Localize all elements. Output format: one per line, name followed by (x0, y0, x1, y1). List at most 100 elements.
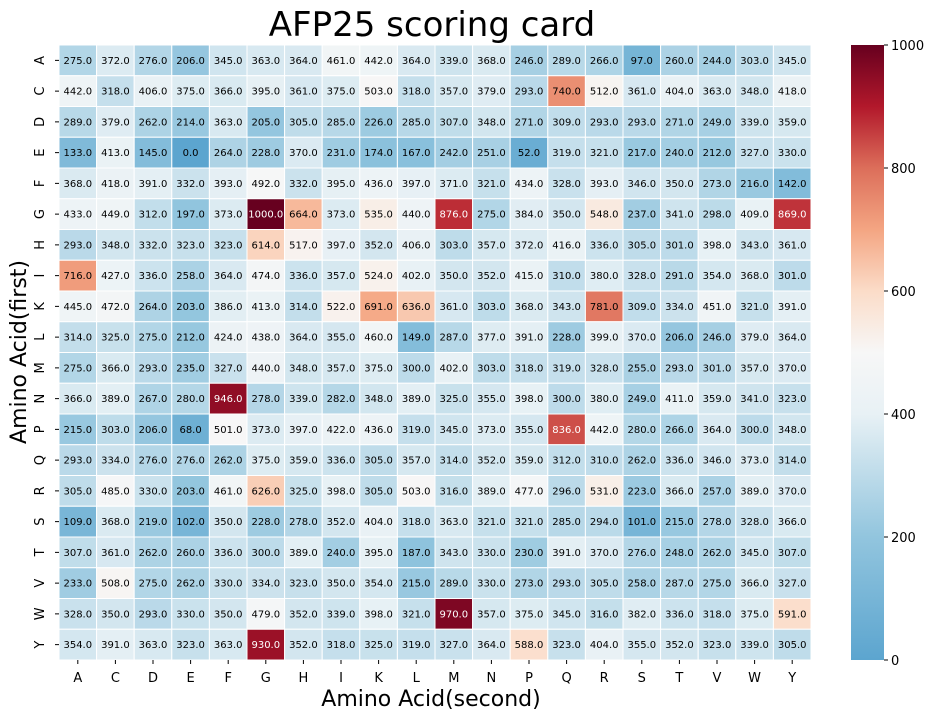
heatmap-cell (321, 598, 361, 630)
cell-value-label: 449.0 (101, 210, 130, 221)
cell-value-label: 301.0 (778, 271, 807, 282)
cell-value-label: 318.0 (101, 87, 130, 98)
cell-value-label: 312.0 (139, 210, 168, 221)
cell-value-label: 318.0 (402, 87, 431, 98)
heatmap-cell (735, 290, 774, 323)
cell-value-label: 354.0 (63, 640, 92, 651)
cell-value-label: 328.0 (740, 517, 769, 528)
cell-value-label: 233.0 (63, 579, 92, 590)
heatmap-cell (697, 352, 737, 384)
cell-value-label: 348.0 (778, 425, 807, 436)
heatmap-cell (359, 413, 398, 446)
cell-value-label: 296.0 (552, 486, 581, 497)
x-tick-label: E (186, 671, 194, 686)
cell-value-label: 836.0 (552, 425, 581, 436)
cell-value-label: 370.0 (778, 363, 807, 374)
cell-value-label: 273.0 (515, 579, 544, 590)
heatmap-cell (96, 352, 135, 384)
heatmap-cell (434, 229, 474, 261)
cell-value-label: 350.0 (439, 271, 468, 282)
cell-value-label: 301.0 (665, 240, 694, 251)
cell-value-label: 339.0 (740, 640, 769, 651)
heatmap-cell (396, 44, 436, 77)
heatmap-cell (321, 290, 361, 323)
cell-value-label: 215.0 (402, 579, 431, 590)
heatmap-cell (246, 106, 286, 138)
cell-value-label: 68.0 (179, 425, 201, 436)
cell-value-label: 361.0 (289, 87, 318, 98)
cell-value-label: 373.0 (327, 210, 356, 221)
y-tick-label: E (33, 149, 48, 157)
cell-value-label: 436.0 (364, 425, 393, 436)
cell-value-label: 197.0 (176, 210, 205, 221)
cell-value-label: 275.0 (139, 333, 168, 344)
cell-value-label: 350.0 (665, 179, 694, 190)
cell-value-label: 167.0 (402, 148, 431, 159)
cell-value-label: 445.0 (63, 302, 92, 313)
heatmap-cell (359, 75, 398, 107)
heatmap-cell (547, 382, 586, 415)
heatmap-cell (772, 352, 812, 384)
heatmap-cell (547, 106, 586, 138)
y-tick-label: V (33, 579, 48, 588)
cell-value-label: 205.0 (251, 117, 280, 128)
cell-value-label: 275.0 (63, 363, 92, 374)
cell-value-label: 102.0 (176, 517, 205, 528)
cell-value-label: 359.0 (703, 394, 732, 405)
cell-value-label: 330.0 (477, 579, 506, 590)
cell-value-label: 303.0 (101, 425, 130, 436)
x-tick-label: Y (787, 671, 796, 686)
heatmap-cell (58, 229, 98, 261)
heatmap-cell (509, 136, 549, 169)
cell-value-label: 271.0 (515, 117, 544, 128)
cell-value-label: 280.0 (176, 394, 205, 405)
cell-value-label: 307.0 (439, 117, 468, 128)
cell-value-label: 434.0 (515, 179, 544, 190)
cell-value-label: 264.0 (139, 302, 168, 313)
cell-value-label: 363.0 (139, 640, 168, 651)
cell-value-label: 379.0 (101, 117, 130, 128)
heatmap-cell (96, 382, 135, 415)
heatmap-cell (622, 536, 662, 569)
cell-value-label: 366.0 (63, 394, 92, 405)
cell-value-label: 52.0 (518, 148, 540, 159)
cell-value-label: 375.0 (327, 87, 356, 98)
cell-value-label: 364.0 (289, 333, 318, 344)
cell-value-label: 397.0 (402, 179, 431, 190)
x-tick-label: K (374, 671, 383, 686)
heatmap-cell (208, 567, 248, 599)
heatmap-cell (96, 536, 135, 569)
heatmap-cell (622, 352, 662, 384)
cell-value-label: 319.0 (402, 640, 431, 651)
cell-value-label: 355.0 (515, 425, 544, 436)
cell-value-label: 391.0 (515, 333, 544, 344)
cell-value-label: 930.0 (251, 640, 280, 651)
heatmap-cell (396, 382, 436, 415)
x-tick-label: V (713, 671, 722, 686)
cell-value-label: 285.0 (552, 517, 581, 528)
cell-value-label: 413.0 (251, 302, 280, 313)
cell-value-label: 355.0 (327, 333, 356, 344)
cell-value-label: 398.0 (327, 486, 356, 497)
cell-value-label: 318.0 (703, 609, 732, 620)
heatmap-cell (434, 259, 474, 292)
heatmap-cell (321, 198, 361, 230)
cell-value-label: 354.0 (364, 579, 393, 590)
heatmap-cell (472, 352, 511, 384)
heatmap-cell (96, 75, 135, 107)
cell-value-label: 294.0 (590, 517, 619, 528)
cell-value-label: 389.0 (740, 486, 769, 497)
heatmap-cell (246, 44, 286, 77)
heatmap-cell (622, 382, 662, 415)
heatmap-cell (396, 505, 436, 538)
cell-value-label: 424.0 (214, 333, 243, 344)
heatmap-cell (396, 106, 436, 138)
cell-value-label: 346.0 (627, 179, 656, 190)
cell-value-label: 343.0 (740, 240, 769, 251)
heatmap-cell (472, 44, 511, 77)
cell-value-label: 0.0 (183, 148, 199, 159)
cell-value-label: 501.0 (214, 425, 243, 436)
cell-value-label: 325.0 (439, 394, 468, 405)
cell-value-label: 399.0 (590, 333, 619, 344)
cell-value-label: 370.0 (627, 333, 656, 344)
